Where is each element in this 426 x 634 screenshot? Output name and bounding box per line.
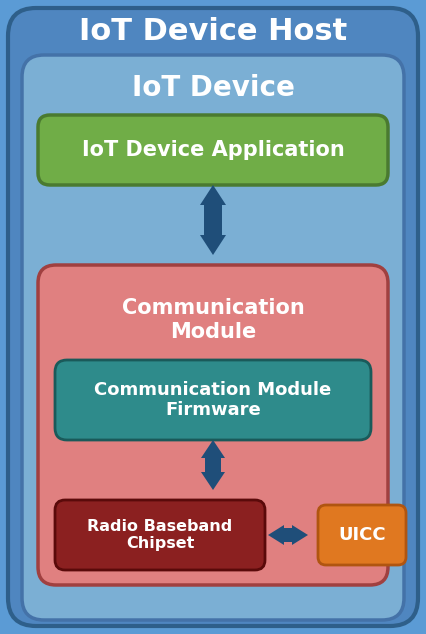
FancyBboxPatch shape [22, 55, 404, 620]
Text: Communication
Module: Communication Module [122, 299, 304, 342]
FancyArrow shape [200, 235, 226, 255]
FancyArrow shape [292, 525, 308, 545]
Text: IoT Device: IoT Device [132, 74, 294, 102]
Bar [204, 205, 222, 235]
Text: IoT Device Application: IoT Device Application [82, 140, 344, 160]
FancyArrow shape [268, 525, 284, 545]
Text: Communication Module
Firmware: Communication Module Firmware [95, 380, 331, 420]
FancyArrow shape [200, 185, 226, 205]
FancyBboxPatch shape [8, 8, 418, 626]
FancyBboxPatch shape [55, 500, 265, 570]
Text: UICC: UICC [338, 526, 386, 544]
Text: Radio Baseband
Chipset: Radio Baseband Chipset [87, 519, 233, 551]
Bar [205, 458, 221, 472]
FancyBboxPatch shape [38, 265, 388, 585]
Text: IoT Device Host: IoT Device Host [79, 18, 347, 46]
FancyBboxPatch shape [38, 115, 388, 185]
FancyArrow shape [201, 440, 225, 458]
FancyBboxPatch shape [318, 505, 406, 565]
FancyArrow shape [201, 472, 225, 490]
Bar [284, 528, 292, 542]
FancyBboxPatch shape [55, 360, 371, 440]
